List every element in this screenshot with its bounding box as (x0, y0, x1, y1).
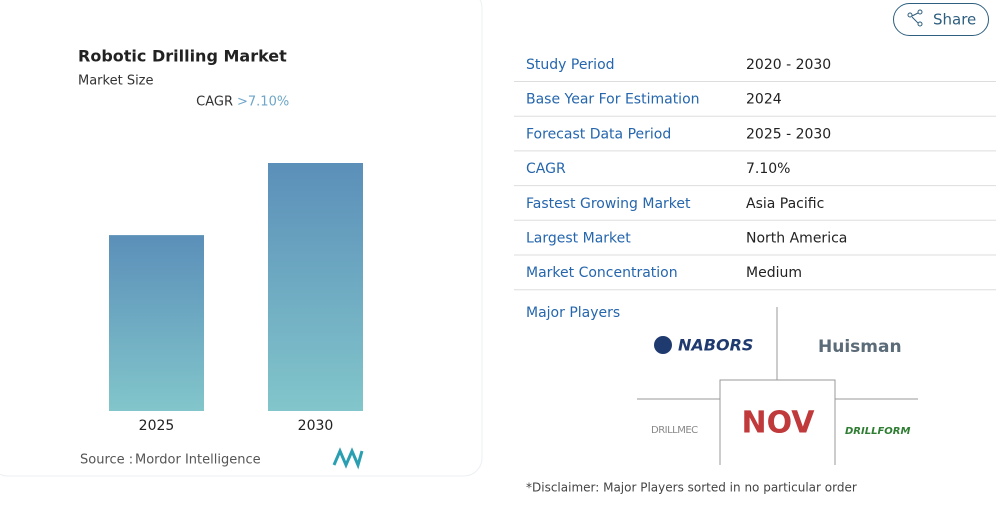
chart-card (0, 0, 483, 477)
share-icon (907, 9, 923, 27)
row-label: Market Concentration (526, 265, 678, 281)
chart-title: Robotic Drilling Market (78, 47, 287, 66)
row-label: Study Period (526, 57, 615, 73)
source-label: Source : (80, 453, 133, 468)
disclaimer: *Disclaimer: Major Players sorted in no … (526, 481, 857, 495)
x-tick-label: 2030 (298, 418, 334, 434)
players-grid (637, 307, 918, 465)
player-logo: NABORS (678, 336, 753, 355)
row-value: 2024 (746, 92, 782, 108)
player-logo: DRILLMEC (651, 425, 698, 436)
row-label: Forecast Data Period (526, 126, 671, 142)
row-label: Fastest Growing Market (526, 196, 691, 212)
bars: 2025 2030 (109, 163, 363, 434)
source: Mordor Intelligence (135, 453, 261, 468)
share-label[interactable]: Share (933, 11, 976, 29)
x-tick-label: 2025 (139, 418, 175, 434)
bar (109, 235, 204, 411)
table: Study Period 2020 - 2030 Base Year For Est… (514, 57, 996, 291)
cagr-value: >7.10% (237, 95, 289, 110)
row-value: Asia Pacific (746, 196, 824, 212)
row-label: CAGR (526, 161, 566, 177)
cagr-label: CAGR (196, 95, 233, 110)
player-logo: DRILLFORM (845, 426, 910, 437)
row-value: 2020 - 2030 (746, 57, 831, 73)
player-logo: NOV (741, 406, 815, 441)
chart-subtitle: Market Size (78, 74, 154, 89)
share-button[interactable] (893, 3, 989, 36)
row-value: North America (746, 231, 847, 247)
row-label: Largest Market (526, 231, 631, 247)
players-title: Major Players (526, 305, 620, 321)
row-value: Medium (746, 265, 802, 281)
row-value: 2025 - 2030 (746, 126, 831, 142)
nabors-icon (654, 336, 672, 354)
player-logo: Huisman (818, 337, 902, 357)
row-value: 7.10% (746, 161, 790, 177)
row-label: Base Year For Estimation (526, 92, 700, 108)
bar (268, 163, 363, 411)
mordor-logo (332, 447, 364, 470)
